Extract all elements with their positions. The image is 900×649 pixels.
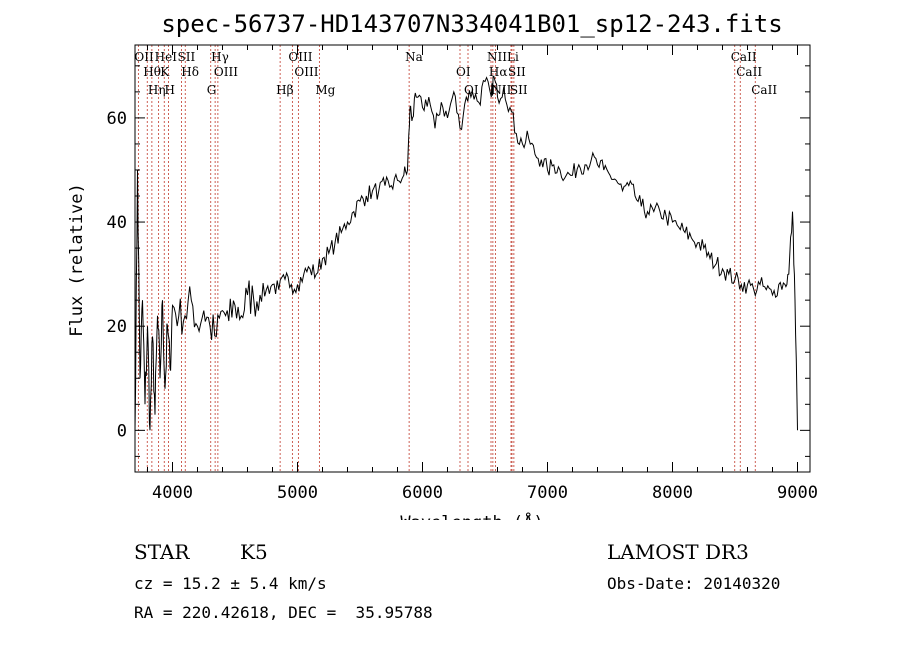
emission-line-label: CaII [751,83,777,97]
obs-date: Obs-Date: 20140320 [607,574,781,593]
survey-name: LAMOST DR3 [607,540,749,564]
emission-line-label: CaII [736,65,762,79]
plot-frame [134,44,811,473]
emission-line-label: H [165,83,175,97]
x-axis-label: Wavelength (Å) [400,511,543,520]
y-axis-ticks: 0 20 40 60 [107,65,810,457]
y-axis-label: Flux (relative) [67,183,87,337]
emission-line-label: HeI [155,50,178,64]
object-class: STAR [134,540,190,564]
emission-line-label: Hη [148,83,166,97]
x-tick-label: 5000 [277,483,318,503]
y-tick-label: 60 [107,109,127,129]
spectrum-line [134,75,798,431]
x-tick-label: 6000 [402,483,443,503]
emission-line-label: OII [134,50,154,64]
coordinates-text: RA = 220.42618, DEC = 35.95788 [134,603,433,622]
y-tick-label: 40 [107,213,127,233]
y-tick-label: 0 [117,421,127,441]
x-tick-label: 8000 [652,483,693,503]
emission-line-label: SII [508,65,526,79]
emission-line-label: CaII [731,50,757,64]
emission-line-label: G [207,83,217,97]
emission-line-label: Hα [489,65,508,79]
emission-line-label: OIII [214,65,238,79]
x-tick-label: 9000 [777,483,818,503]
emission-line-label: NII [487,50,507,64]
emission-line-label: SII [510,83,528,97]
emission-line-label: Mg [315,83,335,97]
emission-line-label: OI [464,83,479,97]
emission-line-label: Na [405,50,423,64]
x-tick-label: 7000 [527,483,568,503]
x-axis-ticks: 4000 5000 6000 7000 8000 9000 [147,45,818,503]
emission-line-label: NII [491,83,511,97]
object-subclass: K5 [240,540,268,564]
y-tick-label: 20 [107,317,127,337]
emission-lines [137,45,756,472]
emission-line-label: OIII [294,65,318,79]
emission-line-label: OIII [288,50,312,64]
emission-line-label: OI [456,65,471,79]
emission-line-label: Li [507,50,519,64]
spectrum-series [134,75,798,431]
emission-line-label: SII [178,50,196,64]
emission-line-label: Hβ [276,83,293,97]
x-tick-label: 4000 [152,483,193,503]
emission-line-labels: OIIHθHηHeIKHSIIHδGHγOIIIHβOIIIOIIIMgNaOI… [134,50,777,97]
redshift-text: cz = 15.2 ± 5.4 km/s [134,574,327,593]
emission-line-label: K [160,65,170,79]
emission-line-label: Hγ [211,50,229,64]
spectrum-chart: spec-56737-HD143707N334041B01_sp12-243.f… [67,10,818,520]
chart-title: spec-56737-HD143707N334041B01_sp12-243.f… [161,10,782,38]
emission-line-label: Hδ [181,65,199,79]
emission-line-label: Hθ [143,65,161,79]
